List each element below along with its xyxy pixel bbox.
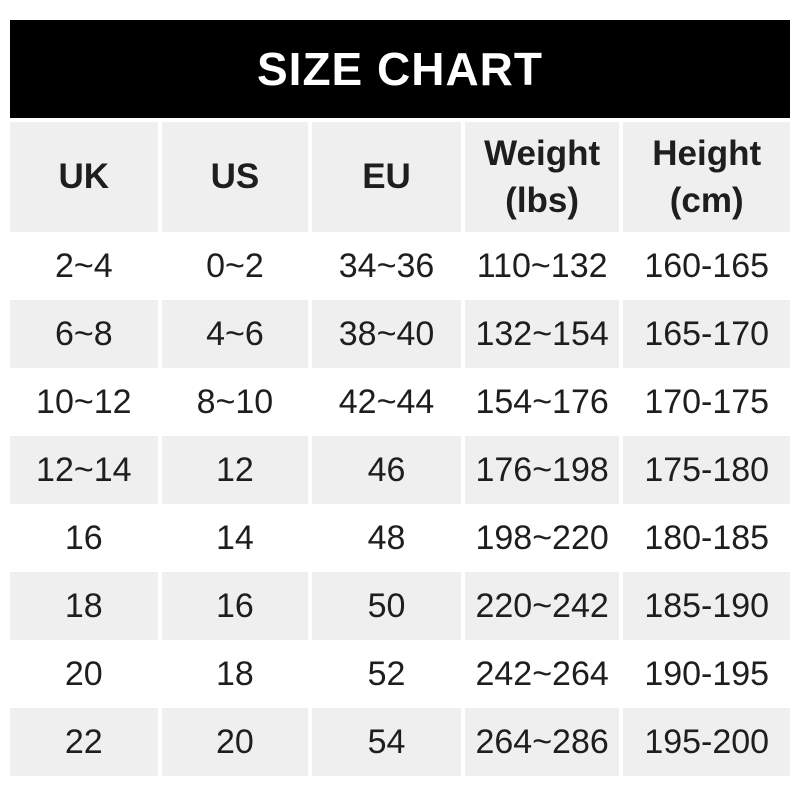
table-cell: 176~198: [464, 436, 620, 504]
table-cell: 20: [161, 708, 309, 776]
table-cell: 264~286: [464, 708, 620, 776]
table-cell: 6~8: [10, 300, 158, 368]
table-cell: 12~14: [10, 436, 158, 504]
table-cell: 180-185: [623, 504, 790, 572]
column-header-label: UK: [58, 157, 110, 197]
size-table: UK US EU Weight (lbs) Height (cm) 2~4 0~…: [10, 122, 790, 776]
table-cell: 190-195: [623, 640, 790, 708]
column-header-label: US: [210, 157, 260, 197]
table-cell: 8~10: [161, 368, 309, 436]
table-cell: 132~154: [464, 300, 620, 368]
column-header-weight: Weight (lbs): [464, 122, 620, 232]
table-cell: 16: [10, 504, 158, 572]
table-cell: 22: [10, 708, 158, 776]
table-cell: 110~132: [464, 232, 620, 300]
table-cell: 20: [10, 640, 158, 708]
column-header-label: Weight: [484, 133, 601, 173]
page-title: SIZE CHART: [257, 43, 543, 95]
table-cell: 198~220: [464, 504, 620, 572]
column-header-us: US: [161, 122, 309, 232]
table-cell: 175-180: [623, 436, 790, 504]
table-cell: 185-190: [623, 572, 790, 640]
column-header-height: Height (cm): [623, 122, 790, 232]
table-cell: 48: [312, 504, 461, 572]
table-cell: 0~2: [161, 232, 309, 300]
table-cell: 16: [161, 572, 309, 640]
column-header-sublabel: (lbs): [505, 181, 580, 220]
column-header-uk: UK: [10, 122, 158, 232]
table-cell: 165-170: [623, 300, 790, 368]
table-cell: 38~40: [312, 300, 461, 368]
table-cell: 18: [10, 572, 158, 640]
table-cell: 42~44: [312, 368, 461, 436]
table-cell: 34~36: [312, 232, 461, 300]
table-cell: 14: [161, 504, 309, 572]
column-header-label: Height: [652, 133, 762, 173]
table-cell: 195-200: [623, 708, 790, 776]
table-cell: 12: [161, 436, 309, 504]
table-cell: 242~264: [464, 640, 620, 708]
table-cell: 54: [312, 708, 461, 776]
table-cell: 46: [312, 436, 461, 504]
table-cell: 50: [312, 572, 461, 640]
column-header-label: EU: [362, 157, 411, 197]
table-cell: 18: [161, 640, 309, 708]
column-header-eu: EU: [312, 122, 461, 232]
table-cell: 52: [312, 640, 461, 708]
table-cell: 2~4: [10, 232, 158, 300]
table-cell: 220~242: [464, 572, 620, 640]
column-header-sublabel: (cm): [669, 181, 744, 220]
table-cell: 4~6: [161, 300, 309, 368]
table-cell: 154~176: [464, 368, 620, 436]
title-banner: SIZE CHART: [10, 20, 790, 118]
table-cell: 10~12: [10, 368, 158, 436]
table-cell: 170-175: [623, 368, 790, 436]
table-cell: 160-165: [623, 232, 790, 300]
